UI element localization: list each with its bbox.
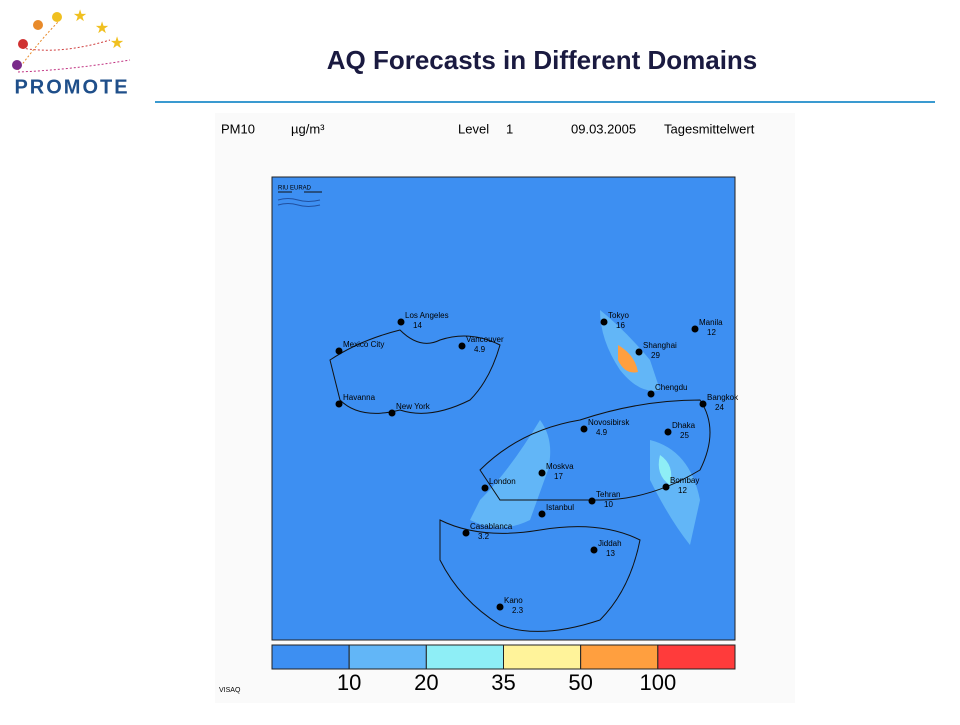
city-dot	[664, 428, 672, 436]
city-value: 14	[413, 321, 422, 330]
logo: ★ ★ ★ PROMOTE	[12, 8, 131, 98]
variable: PM10	[221, 121, 255, 136]
legend-swatch	[503, 644, 582, 670]
pollution-area	[618, 345, 638, 373]
city-dot	[691, 325, 699, 333]
city-name: Mexico City	[343, 340, 384, 349]
city-value: 10	[604, 500, 613, 509]
legend-label: 10	[337, 670, 361, 695]
city-dot	[588, 497, 596, 505]
city-dot	[699, 400, 707, 408]
footer: VISAQ	[219, 687, 241, 694]
date: 09.03.2005	[571, 121, 636, 136]
city-name: Bangkok	[707, 393, 739, 402]
city-value: 24	[715, 403, 724, 412]
city-name: Istanbul	[546, 503, 574, 512]
city-name: Tehran	[596, 490, 620, 499]
city-value: 12	[707, 328, 716, 337]
city-name: Moskva	[546, 462, 574, 471]
logo-dot	[52, 12, 62, 22]
map-frame	[271, 176, 736, 641]
logo-star: ★	[95, 20, 109, 37]
coastline	[439, 519, 641, 632]
city-dot	[496, 603, 504, 611]
legend-swatch	[425, 644, 505, 670]
city-name: Bombay	[670, 476, 699, 485]
city-dot	[580, 425, 588, 433]
city-dot	[462, 529, 470, 537]
city-name: Vancouver	[466, 335, 504, 344]
city-dot	[397, 318, 405, 326]
city-dot	[335, 400, 343, 408]
city-value: 13	[606, 549, 615, 558]
pollution-area	[658, 455, 672, 485]
city-value: 3.2	[478, 532, 490, 541]
level-label: Level	[458, 121, 489, 136]
coastline	[479, 399, 711, 501]
city-dot	[662, 483, 670, 491]
city-dot	[590, 546, 598, 554]
city-name: Kano	[504, 596, 523, 605]
city-name: Havanna	[343, 393, 376, 402]
city-name: Jiddah	[598, 539, 622, 548]
city-value: 29	[651, 351, 660, 360]
city-dot	[538, 510, 546, 518]
map: RIU EURAD Los Angeles14Vancouver4.9Mexic…	[271, 176, 739, 641]
period: Tagesmittelwert	[664, 121, 755, 136]
city-value: 4.9	[474, 345, 486, 354]
city-dot	[458, 342, 466, 350]
city-dot	[538, 469, 546, 477]
city-name: London	[489, 477, 516, 486]
city-dot	[481, 484, 489, 492]
legend-swatch	[348, 644, 427, 670]
city-name: Novosibirsk	[588, 418, 630, 427]
slide-title: AQ Forecasts in Different Domains	[327, 45, 758, 75]
city-name: Shanghai	[643, 341, 677, 350]
badge: RIU EURAD	[278, 186, 312, 192]
city-dot	[635, 348, 643, 356]
city-name: Dhaka	[672, 421, 696, 430]
logo-arc	[17, 59, 131, 73]
legend-swatch	[580, 644, 659, 670]
city-value: 2.3	[512, 606, 524, 615]
pollution-area	[600, 310, 660, 391]
legend-swatch	[657, 644, 736, 670]
pollution-area	[470, 420, 551, 528]
legend-swatch	[271, 644, 350, 670]
badge-wave	[277, 198, 321, 207]
logo-dot	[33, 20, 43, 30]
city-name: Chengdu	[655, 383, 687, 392]
logo-dot	[18, 39, 28, 49]
city-value: 17	[554, 472, 563, 481]
city-name: Casablanca	[470, 522, 513, 531]
city-value: 25	[680, 431, 689, 440]
legend-label: 35	[491, 670, 515, 695]
legend-label: 100	[639, 670, 676, 695]
city-dot	[388, 409, 396, 417]
logo-arc	[21, 39, 111, 51]
level: 1	[506, 121, 513, 136]
legend-label: 20	[414, 670, 438, 695]
city-name: Manila	[699, 318, 723, 327]
city-name: Los Angeles	[405, 311, 449, 320]
city-name: Tokyo	[608, 311, 629, 320]
coastline	[329, 329, 501, 414]
logo-text: PROMOTE	[14, 76, 129, 98]
legend: 10 20 35 50 100	[271, 644, 736, 695]
logo-dot	[12, 60, 22, 70]
legend-label: 50	[568, 670, 592, 695]
city-name: New York	[396, 402, 431, 411]
logo-star: ★	[110, 35, 124, 52]
city-dot	[600, 318, 608, 326]
unit: µg/m³	[291, 121, 325, 136]
city-value: 4.9	[596, 428, 608, 437]
city-value: 16	[616, 321, 625, 330]
city-dot	[647, 390, 655, 398]
city-value: 12	[678, 486, 687, 495]
logo-star: ★	[73, 8, 87, 25]
city-dot	[335, 347, 343, 355]
